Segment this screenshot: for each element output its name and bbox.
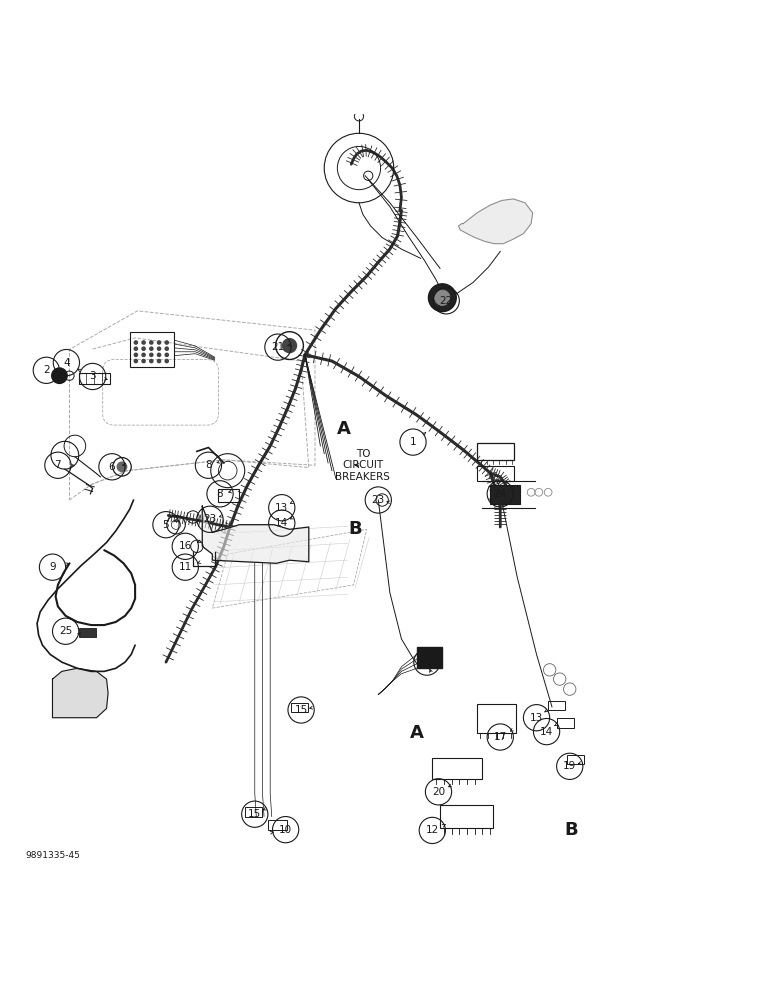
Text: 13: 13 [275,503,289,513]
FancyBboxPatch shape [79,628,96,637]
Circle shape [141,359,146,363]
Circle shape [134,359,138,363]
Text: 11: 11 [178,562,192,572]
Text: 23: 23 [371,495,385,505]
Text: 10: 10 [279,825,293,835]
Text: 22: 22 [439,296,453,306]
Circle shape [282,338,297,353]
Text: 13: 13 [530,713,543,723]
Circle shape [157,346,161,351]
Text: 4: 4 [63,358,69,368]
Text: 15: 15 [248,809,262,819]
Text: 17: 17 [493,732,507,742]
Circle shape [141,353,146,357]
Text: 2: 2 [43,365,49,375]
Circle shape [141,340,146,345]
Circle shape [52,368,67,383]
Circle shape [157,353,161,357]
Circle shape [134,353,138,357]
Text: B: B [348,520,362,538]
Circle shape [164,340,169,345]
Text: A: A [337,420,350,438]
Circle shape [157,359,161,363]
Text: 6: 6 [109,462,115,472]
Circle shape [435,290,450,305]
Circle shape [149,346,154,351]
Circle shape [117,461,127,472]
Text: 9: 9 [49,562,56,572]
Text: 18: 18 [420,657,434,667]
Text: 8: 8 [217,489,223,499]
Text: 5: 5 [163,520,169,530]
Circle shape [149,359,154,363]
Circle shape [149,340,154,345]
Circle shape [164,359,169,363]
Circle shape [134,340,138,345]
Polygon shape [52,668,108,718]
Text: B: B [564,821,578,839]
Text: 15: 15 [294,705,308,715]
Text: 8: 8 [205,460,212,470]
Text: 7: 7 [55,460,61,470]
FancyBboxPatch shape [417,647,442,668]
Text: A: A [410,724,424,742]
Text: 16: 16 [178,541,192,551]
Circle shape [149,353,154,357]
Circle shape [157,340,161,345]
Text: 14: 14 [275,518,289,528]
Text: 9891335-45: 9891335-45 [25,851,80,860]
Text: 24: 24 [493,489,507,499]
Text: 19: 19 [563,761,577,771]
Text: 14: 14 [540,727,554,737]
Text: 3: 3 [90,371,96,381]
Text: 1: 1 [410,437,416,447]
Text: 21: 21 [271,342,285,352]
Circle shape [164,353,169,357]
Circle shape [134,346,138,351]
Text: 20: 20 [432,787,445,797]
Text: TO
CIRCUIT
BREAKERS: TO CIRCUIT BREAKERS [335,449,391,482]
Text: 25: 25 [59,626,73,636]
Text: 23: 23 [203,514,217,524]
Text: 12: 12 [425,825,439,835]
Circle shape [428,284,456,312]
Polygon shape [202,506,309,563]
Circle shape [141,346,146,351]
Polygon shape [459,199,533,244]
Circle shape [164,346,169,351]
FancyBboxPatch shape [490,485,520,504]
